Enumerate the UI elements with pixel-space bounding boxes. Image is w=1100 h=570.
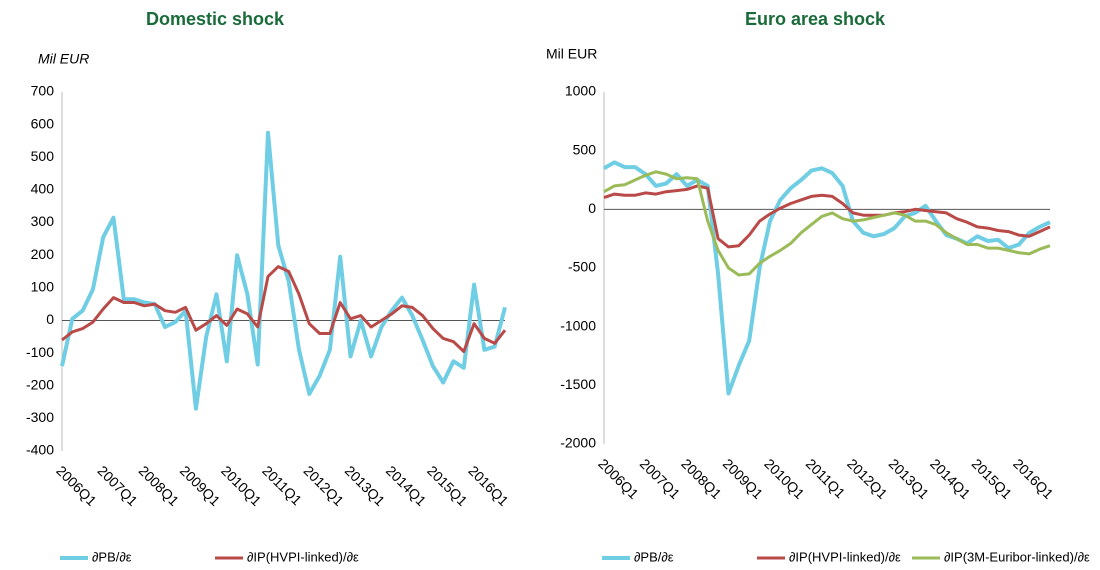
x-tick-label: 2009Q1 [177, 462, 224, 509]
legend-label: ∂IP(HVPI-linked)/∂ε [247, 549, 359, 564]
x-tick-label: 2014Q1 [927, 455, 974, 502]
y-tick-label: -500 [568, 259, 596, 275]
y-tick-label: 500 [573, 141, 597, 157]
data-line [603, 184, 1051, 249]
x-tick-label: 2006Q1 [595, 455, 642, 502]
data-line [603, 160, 1051, 396]
x-tick-label: 2010Q1 [218, 462, 265, 509]
x-tick-label: 2009Q1 [720, 455, 767, 502]
y-tick-label: 1000 [565, 83, 596, 99]
y-tick-label: -200 [26, 376, 54, 392]
x-tick-label: 2015Q1 [424, 462, 471, 509]
legend-label: ∂IP(3M-Euribor-linked)/∂ε [944, 549, 1090, 564]
y-axis-label: Mil EUR [38, 51, 89, 67]
y-tick-label: 300 [31, 213, 55, 229]
data-line [60, 130, 507, 411]
legend-label: ∂IP(HVPI-linked)/∂ε [789, 549, 901, 564]
y-tick-label: 0 [588, 200, 596, 216]
x-tick-label: 2008Q1 [136, 462, 183, 509]
x-tick-label: 2008Q1 [678, 455, 725, 502]
chart-title: Euro area shock [745, 9, 886, 29]
x-tick-label: 2007Q1 [637, 455, 684, 502]
x-tick-label: 2016Q1 [465, 462, 512, 509]
x-tick-label: 2011Q1 [259, 462, 305, 508]
y-tick-label: 500 [31, 148, 55, 164]
chart-title: Domestic shock [146, 9, 285, 29]
y-tick-label: 700 [31, 83, 55, 99]
y-tick-label: 100 [31, 279, 55, 295]
y-tick-label: 600 [31, 115, 55, 131]
x-tick-label: 2014Q1 [383, 462, 430, 509]
x-tick-label: 2015Q1 [969, 455, 1016, 502]
y-tick-label: -100 [26, 344, 54, 360]
y-tick-label: -1000 [560, 317, 596, 333]
x-tick-label: 2013Q1 [886, 455, 933, 502]
y-tick-label: -300 [26, 409, 54, 425]
y-tick-label: -2000 [560, 435, 596, 451]
x-tick-label: 2007Q1 [94, 462, 141, 509]
data-line [603, 170, 1051, 277]
y-axis-label: Mil EUR [546, 46, 597, 62]
x-tick-label: 2013Q1 [342, 462, 389, 509]
x-tick-label: 2016Q1 [1010, 455, 1057, 502]
legend-label: ∂PB/∂ε [92, 549, 132, 564]
x-tick-label: 2012Q1 [844, 455, 891, 502]
x-tick-label: 2011Q1 [803, 455, 849, 501]
x-tick-label: 2012Q1 [301, 462, 348, 509]
y-tick-label: 200 [31, 246, 55, 262]
x-tick-label: 2010Q1 [761, 455, 808, 502]
y-tick-label: -1500 [560, 376, 596, 392]
y-tick-label: 0 [46, 311, 54, 327]
x-tick-label: 2006Q1 [53, 462, 100, 509]
y-tick-label: -400 [26, 442, 54, 458]
data-line [61, 265, 507, 353]
legend-label: ∂PB/∂ε [634, 549, 674, 564]
y-tick-label: 400 [31, 181, 55, 197]
